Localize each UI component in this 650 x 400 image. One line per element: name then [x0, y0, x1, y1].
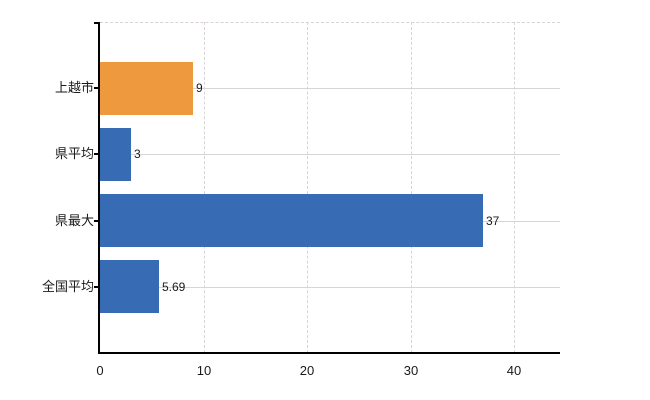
horizontal-gridline [100, 88, 560, 89]
bar [100, 62, 193, 115]
value-label: 3 [134, 147, 141, 161]
bar [100, 128, 131, 181]
vertical-gridline [307, 22, 309, 353]
y-axis-line [98, 22, 100, 353]
category-label: 全国平均 [41, 279, 94, 294]
x-tick-label: 0 [96, 363, 104, 378]
plot-border-top [100, 22, 560, 23]
y-axis-top-tick [94, 22, 100, 24]
category-label: 上越市 [54, 80, 94, 95]
x-tick-label: 30 [403, 363, 419, 378]
bar [100, 260, 159, 313]
category-label: 県平均 [54, 146, 94, 161]
vertical-gridline [203, 22, 205, 353]
y-axis-tick [94, 87, 100, 89]
y-axis-tick [94, 153, 100, 155]
value-label: 5.69 [162, 280, 186, 294]
x-tick-label: 20 [299, 363, 315, 378]
x-axis-line [98, 352, 560, 354]
bar [100, 194, 483, 247]
y-axis-tick [94, 286, 100, 288]
category-label: 県最大 [54, 213, 94, 228]
value-label: 9 [196, 81, 203, 95]
x-tick-label: 10 [196, 363, 212, 378]
x-tick-label: 40 [506, 363, 522, 378]
vertical-gridline [410, 22, 412, 353]
y-axis-tick [94, 220, 100, 222]
vertical-gridline [514, 22, 516, 353]
horizontal-gridline [100, 154, 560, 155]
horizontal-gridline [100, 287, 560, 288]
value-label: 37 [486, 214, 500, 228]
